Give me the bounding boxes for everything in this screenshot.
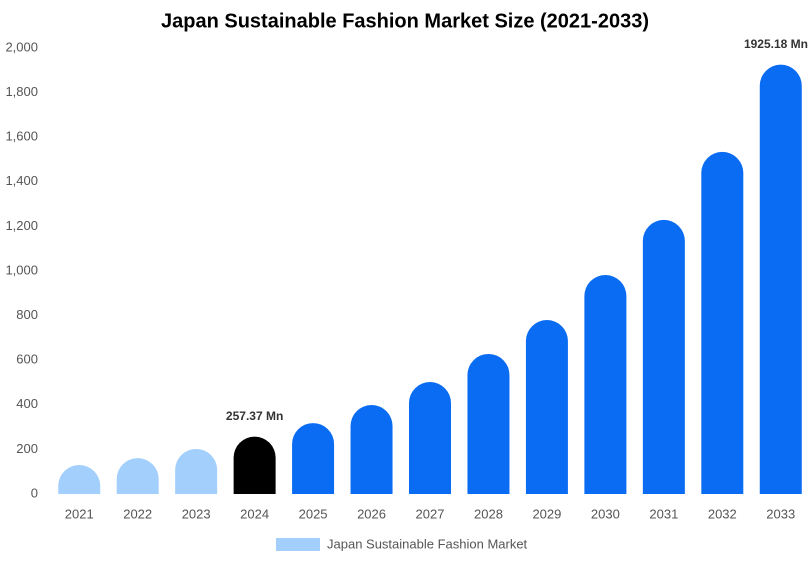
x-tick-label: 2026 (357, 506, 386, 521)
y-tick-label: 2,000 (5, 39, 38, 54)
value-label: 257.37 Mn (226, 409, 283, 423)
bar (175, 448, 218, 494)
y-tick-label: 600 (16, 352, 38, 367)
y-tick-label: 0 (31, 485, 38, 500)
y-tick-label: 1,400 (5, 173, 38, 188)
x-tick-label: 2028 (474, 506, 503, 521)
y-tick-label: 400 (16, 396, 38, 411)
x-tick-label: 2023 (182, 506, 211, 521)
bar (642, 219, 685, 494)
x-tick-label: 2032 (708, 506, 737, 521)
y-tick-label: 800 (16, 307, 38, 322)
y-tick-label: 1,200 (5, 218, 38, 233)
bar (116, 458, 159, 494)
x-tick-label: 2033 (766, 506, 795, 521)
x-tick-label: 2021 (65, 506, 94, 521)
legend-label: Japan Sustainable Fashion Market (327, 536, 528, 551)
bar (292, 423, 335, 494)
bar (759, 64, 802, 494)
x-tick-label: 2029 (532, 506, 561, 521)
y-tick-label: 1,000 (5, 262, 38, 277)
bar (409, 382, 451, 494)
y-tick-label: 1,600 (5, 129, 38, 144)
bar (584, 275, 627, 494)
bar (701, 151, 744, 494)
bar (525, 320, 568, 494)
value-label: 1925.18 Mn (744, 37, 808, 51)
y-tick-label: 200 (16, 441, 38, 456)
x-tick-label: 2024 (240, 506, 269, 521)
x-tick-label: 2025 (299, 506, 328, 521)
x-tick-label: 2031 (649, 506, 678, 521)
bar (58, 465, 101, 494)
x-tick-label: 2027 (416, 506, 445, 521)
bar (350, 405, 393, 494)
x-tick-label: 2022 (123, 506, 152, 521)
y-tick-label: 1,800 (5, 84, 38, 99)
legend-swatch (276, 538, 320, 551)
bar (467, 353, 510, 494)
chart-title: Japan Sustainable Fashion Market Size (2… (161, 10, 649, 32)
bar (233, 436, 276, 494)
x-tick-label: 2030 (591, 506, 620, 521)
